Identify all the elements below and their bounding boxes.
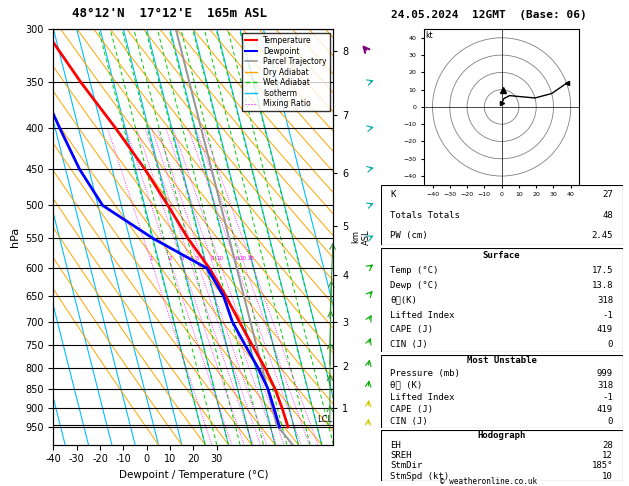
Text: LCL: LCL [318, 415, 333, 423]
Text: 419: 419 [597, 405, 613, 414]
Text: 13.8: 13.8 [591, 281, 613, 290]
Text: Temp (°C): Temp (°C) [390, 266, 438, 275]
Text: SREH: SREH [390, 451, 412, 460]
Text: 24.05.2024  12GMT  (Base: 06): 24.05.2024 12GMT (Base: 06) [391, 10, 587, 20]
Text: Pressure (mb): Pressure (mb) [390, 368, 460, 378]
Text: Lifted Index: Lifted Index [390, 311, 455, 319]
Text: 16: 16 [232, 256, 239, 260]
Text: Totals Totals: Totals Totals [390, 210, 460, 220]
Text: 419: 419 [597, 326, 613, 334]
Text: 0: 0 [608, 340, 613, 349]
Text: 8: 8 [211, 256, 214, 260]
Y-axis label: hPa: hPa [9, 227, 19, 247]
Text: 2.45: 2.45 [591, 231, 613, 240]
Text: 0: 0 [608, 417, 613, 426]
Text: K: K [390, 191, 396, 199]
Text: θᴇ(K): θᴇ(K) [390, 295, 417, 305]
Text: 4: 4 [189, 256, 192, 260]
Text: 12: 12 [603, 451, 613, 460]
Text: Dewp (°C): Dewp (°C) [390, 281, 438, 290]
Text: 20: 20 [240, 256, 247, 260]
Text: Lifted Index: Lifted Index [390, 393, 455, 402]
Text: 10: 10 [603, 471, 613, 481]
Text: 48°12'N  17°12'E  165m ASL: 48°12'N 17°12'E 165m ASL [72, 7, 267, 20]
Text: © weatheronline.co.uk: © weatheronline.co.uk [440, 477, 538, 486]
Text: 28: 28 [603, 441, 613, 450]
Text: 10: 10 [216, 256, 223, 260]
Text: Most Unstable: Most Unstable [467, 356, 537, 365]
Text: CIN (J): CIN (J) [390, 340, 428, 349]
Text: 25: 25 [248, 256, 255, 260]
Text: CIN (J): CIN (J) [390, 417, 428, 426]
Text: 999: 999 [597, 368, 613, 378]
Text: 2: 2 [169, 256, 172, 260]
Text: 1: 1 [150, 256, 153, 260]
Text: θᴇ (K): θᴇ (K) [390, 381, 423, 390]
Text: 48: 48 [603, 210, 613, 220]
Text: StmDir: StmDir [390, 461, 423, 470]
Text: 27: 27 [603, 191, 613, 199]
Text: -1: -1 [603, 311, 613, 319]
X-axis label: Dewpoint / Temperature (°C): Dewpoint / Temperature (°C) [119, 470, 268, 480]
Text: 318: 318 [597, 381, 613, 390]
Text: Hodograph: Hodograph [477, 431, 526, 440]
Text: 17.5: 17.5 [591, 266, 613, 275]
Text: CAPE (J): CAPE (J) [390, 326, 433, 334]
Text: 6: 6 [201, 256, 205, 260]
Text: PW (cm): PW (cm) [390, 231, 428, 240]
Text: CAPE (J): CAPE (J) [390, 405, 433, 414]
Text: Surface: Surface [483, 251, 520, 260]
Y-axis label: km
ASL: km ASL [352, 229, 371, 245]
Text: EH: EH [390, 441, 401, 450]
Text: kt: kt [426, 31, 433, 40]
Legend: Temperature, Dewpoint, Parcel Trajectory, Dry Adiabat, Wet Adiabat, Isotherm, Mi: Temperature, Dewpoint, Parcel Trajectory… [242, 33, 330, 111]
Text: 185°: 185° [591, 461, 613, 470]
Text: 5: 5 [196, 256, 199, 260]
Text: 318: 318 [597, 295, 613, 305]
Text: -1: -1 [603, 393, 613, 402]
Text: StmSpd (kt): StmSpd (kt) [390, 471, 449, 481]
Text: 3: 3 [181, 256, 184, 260]
